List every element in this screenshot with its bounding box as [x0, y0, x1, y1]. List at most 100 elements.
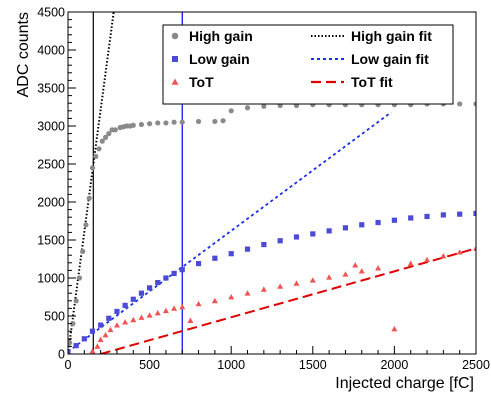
legend-label-high-gain-fit: High gain fit [351, 28, 432, 44]
data-point-low-gain [106, 315, 112, 321]
legend-entry-high-gain: High gain [171, 28, 253, 44]
legend-marker-high-gain [171, 32, 179, 40]
legend: High gain Low gain ToT High gain fit Low… [162, 24, 454, 105]
data-point-low-gain [212, 255, 218, 261]
data-point-tot [424, 256, 431, 263]
data-point-tot [440, 252, 447, 259]
legend-label-low-gain: Low gain [189, 51, 250, 67]
data-point-low-gain [342, 225, 349, 231]
data-point-tot [97, 336, 104, 342]
data-point-low-gain [138, 290, 145, 296]
legend-entry-low-gain: Low gain [172, 51, 250, 67]
data-point-high-gain [96, 146, 102, 152]
data-point-tot [407, 260, 414, 266]
y-tick-label: 4000 [37, 44, 65, 58]
data-point-high-gain [130, 122, 136, 128]
y-tick-label: 4500 [37, 6, 65, 20]
data-point-low-gain [391, 217, 397, 223]
data-point-tot [171, 305, 178, 311]
data-point-low-gain [155, 279, 161, 286]
data-point-high-gain [89, 165, 96, 171]
data-point-tot [138, 314, 145, 320]
y-tick-label: 3500 [37, 82, 65, 96]
y-tick-label: 1000 [37, 272, 65, 286]
data-point-high-gain [102, 134, 109, 140]
data-point-high-gain [73, 298, 79, 304]
plot-frame [67, 11, 477, 355]
data-point-high-gain [76, 275, 83, 281]
x-axis-title: Injected charge [fC] [335, 375, 474, 392]
data-point-tot [228, 294, 235, 300]
data-point-high-gain [68, 340, 73, 346]
data-point-tot [293, 280, 300, 286]
data-point-low-gain [326, 228, 332, 234]
data-point-low-gain [244, 246, 251, 252]
data-point-high-gain [147, 121, 153, 127]
y-tick-label: 0 [58, 348, 65, 362]
data-point-tot [375, 265, 382, 271]
data-point-tot [352, 262, 359, 268]
fit-line-tot [100, 247, 476, 354]
data-point-tot [179, 303, 186, 310]
data-point-low-gain [89, 328, 96, 334]
data-point-low-gain [375, 219, 381, 226]
data-point-high-gain [171, 119, 177, 125]
data-point-low-gain [359, 222, 365, 228]
data-point-low-gain [457, 211, 463, 217]
fit-line-low-gain [68, 111, 392, 353]
data-point-low-gain [424, 213, 430, 220]
legend-label-tot: ToT [189, 74, 214, 90]
data-point-high-gain [70, 321, 76, 327]
data-point-low-gain [195, 260, 202, 267]
legend-label-tot-fit: ToT fit [351, 74, 393, 90]
data-point-high-gain [86, 195, 92, 201]
data-point-low-gain [68, 349, 71, 354]
data-point-high-gain [106, 131, 112, 137]
data-point-low-gain [122, 302, 128, 308]
data-point-low-gain [73, 343, 79, 349]
data-point-high-gain [457, 101, 463, 107]
data-point-tot [358, 268, 365, 274]
data-point-high-gain [80, 248, 86, 254]
data-point-high-gain [244, 105, 251, 111]
data-point-tot [154, 309, 161, 316]
data-point-low-gain [293, 234, 300, 240]
x-tick-label: 500 [139, 358, 160, 372]
data-point-low-gain [163, 275, 169, 281]
legend-box [162, 24, 454, 105]
data-point-high-gain [261, 103, 267, 109]
x-tick-label: 1500 [299, 358, 327, 372]
data-point-tot [456, 249, 463, 255]
data-point-tot [342, 271, 349, 277]
data-point-high-gain [195, 118, 202, 125]
data-point-tot [326, 274, 333, 280]
data-point-high-gain [228, 108, 234, 114]
data-point-tot [107, 326, 114, 333]
data-point-tot [102, 332, 109, 338]
data-point-tot [473, 245, 476, 251]
data-point-low-gain [440, 212, 446, 218]
data-point-high-gain [155, 120, 161, 126]
data-point-high-gain [93, 153, 99, 159]
data-point-high-gain [138, 121, 145, 128]
data-point-low-gain [277, 238, 283, 244]
x-tick-label: 0 [65, 358, 72, 372]
y-tick-label: 500 [44, 310, 65, 324]
legend-entry-high-gain-fit: High gain fit [311, 28, 432, 44]
data-point-tot [122, 319, 129, 325]
data-point-tot [260, 286, 267, 292]
data-point-tot [391, 325, 398, 332]
data-point-tot [309, 277, 316, 283]
fit-line-high-gain [68, 12, 115, 354]
data-point-high-gain [212, 118, 218, 125]
data-point-tot [162, 307, 169, 314]
data-point-low-gain [228, 251, 234, 257]
data-point-low-gain [179, 267, 185, 273]
legend-entry-low-gain-fit: Low gain fit [311, 51, 429, 67]
data-point-high-gain [99, 138, 105, 144]
legend-label-low-gain-fit: Low gain fit [351, 51, 429, 67]
data-point-low-gain [408, 215, 414, 221]
data-point-tot [195, 300, 202, 307]
data-point-tot [113, 322, 120, 328]
data-point-tot [277, 283, 284, 289]
